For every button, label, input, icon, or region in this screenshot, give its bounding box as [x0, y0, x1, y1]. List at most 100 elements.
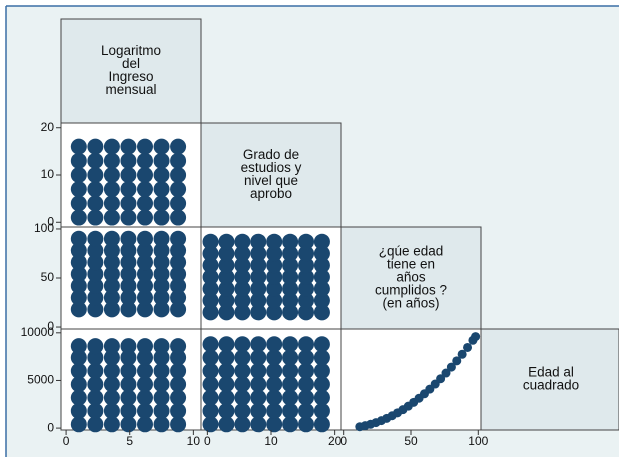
point	[250, 304, 267, 321]
point	[250, 245, 267, 262]
point	[313, 416, 330, 433]
label-cell	[60, 18, 202, 124]
point	[313, 349, 330, 366]
y-tick-label: 10000	[21, 325, 55, 339]
point	[70, 167, 87, 183]
point	[87, 181, 104, 198]
point	[103, 167, 120, 183]
point	[70, 242, 87, 259]
point	[170, 254, 187, 271]
point	[282, 280, 299, 297]
point	[170, 230, 187, 247]
point	[137, 138, 153, 155]
point	[137, 242, 153, 259]
y-tick-label: 50	[41, 270, 55, 284]
point	[87, 389, 104, 406]
point	[234, 362, 251, 379]
point	[250, 402, 267, 419]
point	[137, 209, 153, 226]
point	[87, 167, 104, 183]
point	[266, 292, 283, 309]
point	[250, 292, 267, 309]
point	[202, 389, 219, 406]
point	[202, 376, 219, 393]
point	[70, 289, 87, 306]
point	[298, 416, 314, 433]
point	[137, 301, 153, 318]
point	[137, 277, 153, 294]
point	[218, 233, 235, 250]
point	[87, 209, 104, 226]
point	[153, 301, 170, 318]
point	[120, 152, 137, 169]
point	[298, 362, 314, 379]
point	[70, 301, 87, 318]
point	[103, 289, 120, 306]
point	[266, 257, 283, 274]
point	[170, 349, 187, 366]
point	[234, 349, 251, 366]
point	[234, 245, 251, 262]
point	[153, 416, 170, 433]
variable-label: nivel que	[244, 173, 298, 188]
point	[137, 338, 153, 355]
point	[282, 257, 299, 274]
x-tick-label: 10	[187, 434, 201, 448]
point	[120, 362, 137, 379]
point	[250, 349, 267, 366]
point	[218, 269, 235, 286]
point	[70, 266, 87, 283]
point	[282, 376, 299, 393]
point	[202, 304, 219, 321]
y-tick-label: 10	[41, 167, 55, 181]
point	[202, 402, 219, 419]
point	[137, 416, 153, 433]
point	[218, 402, 235, 419]
point	[153, 230, 170, 247]
x-tick-label: 0	[204, 434, 211, 448]
point	[266, 349, 283, 366]
x-tick-label: 20	[328, 434, 342, 448]
point	[234, 269, 251, 286]
point	[153, 181, 170, 198]
point	[218, 389, 235, 406]
point	[137, 266, 153, 283]
y-tick-label: 0	[47, 214, 54, 228]
point	[234, 416, 251, 433]
point	[234, 292, 251, 309]
point	[137, 362, 153, 379]
point	[87, 402, 104, 419]
x-tick-label: 0	[63, 434, 70, 448]
point	[202, 336, 219, 353]
point	[282, 349, 299, 366]
point	[266, 304, 283, 321]
point	[103, 242, 120, 259]
point	[153, 152, 170, 169]
point	[298, 304, 314, 321]
point	[202, 416, 219, 433]
point	[153, 242, 170, 259]
point	[202, 257, 219, 274]
point	[298, 257, 314, 274]
point	[153, 254, 170, 271]
point	[120, 181, 137, 198]
y-tick-label: 0	[47, 319, 54, 333]
point	[298, 280, 314, 297]
point	[153, 362, 170, 379]
point	[234, 304, 251, 321]
point	[170, 362, 187, 379]
point	[218, 304, 235, 321]
point	[298, 233, 314, 250]
point	[120, 277, 137, 294]
point	[282, 233, 299, 250]
point	[70, 277, 87, 294]
point	[120, 349, 137, 366]
point	[170, 181, 187, 198]
point	[282, 389, 299, 406]
point	[120, 416, 137, 433]
point	[250, 336, 267, 353]
point	[218, 376, 235, 393]
point	[298, 376, 314, 393]
point	[153, 349, 170, 366]
point	[70, 389, 87, 406]
